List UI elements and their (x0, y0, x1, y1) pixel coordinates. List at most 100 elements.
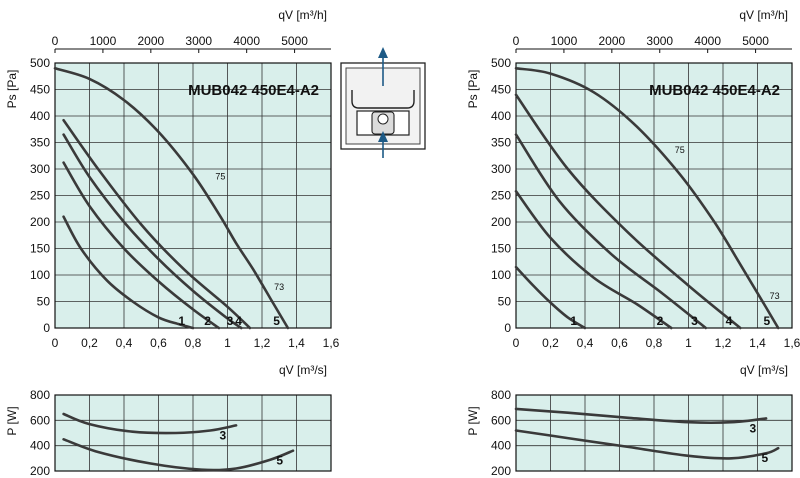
left_main-x-tick-label: 1,4 (288, 336, 305, 350)
right_main-annotation: 75 (675, 145, 685, 155)
left_main-top-tick-label: 2000 (137, 34, 164, 48)
left_main-x-tick-label: 0 (52, 336, 59, 350)
right_main-y-tick-label: 450 (491, 83, 511, 97)
left_main-x-tick-label: 0,6 (150, 336, 167, 350)
left_power-y-tick-label: 200 (30, 464, 50, 478)
left_main-series-2-label: 2 (204, 314, 211, 328)
left_main-x-tick-label: 1 (224, 336, 231, 350)
left_power-y-tick-label: 600 (30, 413, 50, 427)
right_main-series-5-label: 5 (764, 314, 771, 328)
left_power-y-tick-label: 800 (30, 388, 50, 402)
right_main-y-tick-label: 50 (498, 295, 512, 309)
left_main-y-tick-label: 50 (37, 295, 51, 309)
right_main-x-tick-label: 0,8 (646, 336, 663, 350)
left_main-series-1-label: 1 (178, 314, 185, 328)
right_main-x-tick-label: 1,4 (749, 336, 766, 350)
left_power-series-3-line (62, 412, 238, 435)
left_main-top-tick-label: 1000 (90, 34, 117, 48)
right_main-top-tick-label: 1000 (551, 34, 578, 48)
right_power-y-axis-label: P [W] (466, 406, 480, 435)
left_main-annotation: 75 (215, 172, 225, 182)
fan-housing (351, 90, 415, 109)
right_main-series-4-line (514, 93, 742, 330)
left_main-x-tick-label: 1,6 (323, 336, 340, 350)
right_main-y-tick-label: 500 (491, 56, 511, 70)
left_main-y-tick-label: 150 (30, 242, 50, 256)
right_main-series-1-label: 1 (570, 314, 577, 328)
right_power-series-5-line (514, 429, 780, 460)
left_main-y-axis-label: Ps [Pa] (5, 70, 19, 109)
left_main-x-tick-label: 0,4 (116, 336, 133, 350)
left_main-series-5-label: 5 (273, 314, 280, 328)
right_main-chart-title: MUB042 450E4-A2 (649, 82, 780, 99)
left_main-series-3-line (62, 133, 243, 330)
left_power-series-3-label: 3 (219, 428, 226, 442)
right_main-y-tick-label: 100 (491, 268, 511, 282)
right_main-top-tick-label: 0 (513, 34, 520, 48)
right_main-x-tick-label: 1 (685, 336, 692, 350)
right_power-y-tick-label: 600 (491, 413, 511, 427)
right_main-y-tick-label: 250 (491, 189, 511, 203)
right_power-y-tick-label: 200 (491, 464, 511, 478)
right_main-frame (515, 62, 793, 329)
right_power-y-tick-label: 800 (491, 388, 511, 402)
left_main-series-4-line (62, 118, 252, 330)
fan-hub (377, 113, 389, 125)
right_main-y-axis-label: Ps [Pa] (466, 70, 480, 109)
right_main-x-tick-label: 0,4 (577, 336, 594, 350)
right_main-top-axis-label: qV [m³/h] (739, 8, 788, 22)
left_main-y-tick-label: 500 (30, 56, 50, 70)
left_main-y-tick-label: 300 (30, 162, 50, 176)
left_power-y-axis-label: P [W] (5, 406, 19, 435)
left_main-y-tick-label: 250 (30, 189, 50, 203)
left_main-series-5-line (53, 67, 290, 330)
left_main-series-1-line (62, 215, 195, 330)
right_main-top-tick-label: 3000 (646, 34, 673, 48)
fan-box-diagram-icon (340, 47, 426, 158)
right_main-series-3-label: 3 (691, 314, 698, 328)
left_power-y-tick-label: 400 (30, 439, 50, 453)
right_main-x-tick-label: 0,6 (611, 336, 628, 350)
right_main-x-tick-label: 1,2 (715, 336, 732, 350)
right_main-top-tick-label: 2000 (598, 34, 625, 48)
left_main-y-tick-label: 200 (30, 215, 50, 229)
right_main-x-tick-label: 1,6 (784, 336, 800, 350)
left_main-y-tick-label: 0 (43, 321, 50, 335)
left_main-annotation: 73 (274, 282, 284, 292)
left_power-frame (54, 394, 332, 472)
left_main-top-tick-label: 3000 (185, 34, 212, 48)
right_main-series-2-label: 2 (657, 314, 664, 328)
right_power-series-3-line (514, 407, 768, 425)
right_power-series-3-label: 3 (749, 421, 756, 435)
left_main-series-2-line (62, 161, 221, 330)
right_main-top-tick-label: 4000 (694, 34, 721, 48)
left_main-y-tick-label: 100 (30, 268, 50, 282)
right_main-y-tick-label: 350 (491, 136, 511, 150)
right_power-frame (515, 394, 793, 472)
left_main-chart-title: MUB042 450E4-A2 (188, 82, 319, 99)
left_main-x-tick-label: 0,2 (81, 336, 98, 350)
left_main-series-3-label: 3 (227, 314, 234, 328)
left_main-top-tick-label: 5000 (281, 34, 308, 48)
left_main-top-axis-label: qV [m³/h] (278, 8, 327, 22)
right_main-y-tick-label: 200 (491, 215, 511, 229)
left_main-y-tick-label: 350 (30, 136, 50, 150)
right_main-annotation: 73 (770, 291, 780, 301)
left_main-y-tick-label: 400 (30, 109, 50, 123)
right_main-x-tick-label: 0 (513, 336, 520, 350)
right_main-y-tick-label: 400 (491, 109, 511, 123)
right_power-y-tick-label: 400 (491, 439, 511, 453)
left_main-y-tick-label: 450 (30, 83, 50, 97)
right_main-y-tick-label: 0 (504, 321, 511, 335)
left_main-top-tick-label: 4000 (233, 34, 260, 48)
airflow-in-arrowhead (378, 131, 388, 142)
airflow-out-arrowhead (378, 47, 388, 58)
right_main-y-tick-label: 150 (491, 242, 511, 256)
left_power-series-5-line (62, 438, 295, 472)
left_power-series-5-label: 5 (276, 454, 283, 468)
right_main-top-tick-label: 5000 (742, 34, 769, 48)
right_main-series-1-line (514, 265, 587, 330)
right_main-series-5-line (514, 67, 780, 330)
right_power-series-5-label: 5 (762, 451, 769, 465)
